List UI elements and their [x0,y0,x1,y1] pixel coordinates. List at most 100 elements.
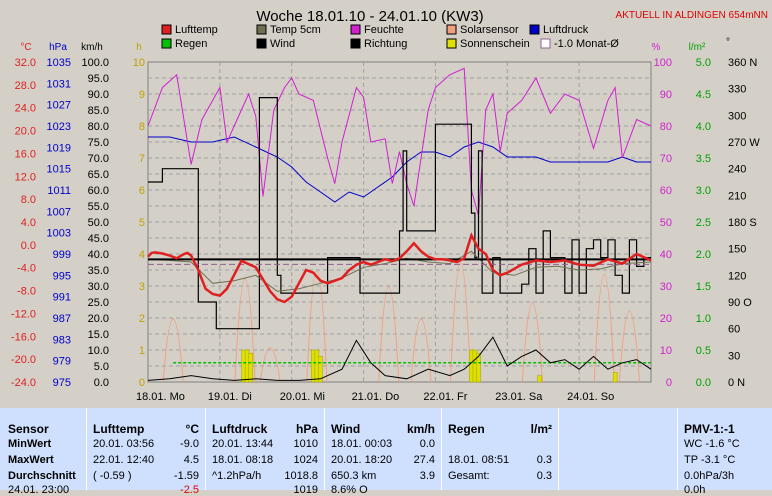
tick-label-direction: 30 [728,350,740,362]
tick-label-wind: 60.0 [88,185,109,197]
info-col-pmv: PMV-1:-1 WC -1.6 °C TP -3.1 °C 0.0hPa/3h… [678,408,772,496]
info-col-empty [559,408,677,490]
tick-label-rain: 4.5 [696,89,711,101]
unit-temp: °C [20,42,31,53]
tick-label-direction: 210 [728,190,746,202]
tick-label-humidity: 90 [660,89,672,101]
tick-label-wind: 35.0 [88,265,109,277]
luftdruck-last-val: 1019 [293,484,318,496]
tick-label-sun: 2 [139,313,145,325]
legend-label-temp5cm: Temp 5cm [270,24,321,36]
legend-label-monat_mean: -1.0 Monat-Ø [554,38,619,50]
luftdruck-min-val: 1010 [293,438,318,450]
tick-label-temp: 32.0 [15,57,36,69]
info-panel: Sensor MinWert MaxWert Durchschnitt 24.0… [0,408,772,496]
tick-label-temp: -24.0 [11,377,36,389]
tick-label-rain: 4.0 [696,121,711,133]
solarsensor-peak [306,270,328,383]
unit-rain: l/m² [689,42,706,53]
wind-min-val: 0.0 [419,438,435,450]
regen-total-label: Gesamt: [448,470,490,482]
tick-label-wind: 5.0 [94,361,109,373]
tick-label-wind: 45.0 [88,233,109,245]
tick-label-temp: -4.0 [17,263,36,275]
tick-label-temp: 16.0 [15,148,36,160]
solarsensor-peak [618,310,641,383]
luftdruck-min-time: 20.01. 13:44 [212,438,274,450]
axis-unit-labels: °C hPa km/h h% l/m² ° [20,37,730,53]
tick-label-pressure: 1031 [47,78,71,90]
tick-label-wind: 100.0 [81,57,109,69]
tick-label-wind: 70.0 [88,153,109,165]
tick-label-direction: 90 O [728,297,752,309]
tick-label-humidity: 50 [660,217,672,229]
series [147,67,652,383]
tick-label-direction: 60 [728,324,740,336]
unit-wind: km/h [81,42,103,53]
tick-label-rain: 5.0 [696,57,711,69]
tick-label-wind: 80.0 [88,121,109,133]
tick-label-rain: 1.0 [696,313,711,325]
unit-pressure: hPa [49,42,67,53]
wind-max-time: 20.01. 18:20 [331,454,393,466]
regen-header: Regen [448,422,485,436]
x-tick-label: 23.01. Sa [495,391,543,403]
wind-min-time: 18.01. 00:03 [331,438,393,450]
tick-label-direction: 330 [728,84,746,96]
tick-label-pressure: 1007 [47,206,71,218]
legend-label-feuchte: Feuchte [364,24,404,36]
tick-label-humidity: 20 [660,313,672,325]
legend-label-luftdruck: Luftdruck [543,24,589,36]
x-tick-label: 19.01. Di [208,391,252,403]
tick-label-rain: 1.5 [696,281,711,293]
tick-label-direction: 120 [728,270,746,282]
tick-label-temp: -20.0 [11,354,36,366]
tick-label-wind: 55.0 [88,201,109,213]
legend-label-regen: Regen [175,38,207,50]
legend-label-richtung: Richtung [364,38,407,50]
tick-label-temp: -12.0 [11,308,36,320]
legend-swatch-richtung [350,38,361,49]
luftdruck-line [148,136,651,203]
luftdruck-max-val: 1024 [293,454,318,466]
tick-label-humidity: 70 [660,153,672,165]
tick-label-direction: 0 N [728,377,745,389]
solarsensor-peak [234,278,256,383]
solarsensor-peak [378,286,400,383]
tick-label-pressure: 975 [53,377,71,389]
tick-label-pressure: 979 [53,356,71,368]
legend-swatch-feuchte [350,24,361,35]
tick-label-sun: 0 [139,377,145,389]
legend-swatch-luftdruck [529,24,540,35]
wind-max-val: 27.4 [413,454,435,466]
tick-label-temp: 28.0 [15,80,36,92]
tick-label-sun: 4 [139,249,145,261]
tick-label-wind: 25.0 [88,297,109,309]
tick-label-humidity: 40 [660,249,672,261]
regen-max-time: 18.01. 08:51 [448,454,510,466]
lufttemp-header: Lufttemp [93,422,145,436]
weather-chart: Woche 18.01.10 - 24.01.10 (KW3) AKTUELL … [10,8,768,403]
pmv-rate: 0.0hPa/3h [684,470,735,482]
legend-swatch-solarsensor [446,24,457,35]
tick-label-temp: 24.0 [15,103,36,115]
tick-label-pressure: 1015 [47,164,71,176]
tick-label-wind: 40.0 [88,249,109,261]
tick-label-sun: 1 [139,345,145,357]
tick-label-rain: 0.0 [696,377,711,389]
pmv-tp: TP -3.1 °C [684,454,736,466]
legend-label-lufttemp: Lufttemp [175,24,218,36]
tick-label-wind: 90.0 [88,89,109,101]
lufttemp-line [147,232,652,304]
tick-label-wind: 50.0 [88,217,109,229]
tick-label-direction: 240 [728,164,746,176]
luftdruck-header: Luftdruck [212,422,268,436]
tick-label-pressure: 1011 [47,185,71,197]
tick-label-wind: 75.0 [88,137,109,149]
tick-label-pressure: 1027 [47,100,71,112]
feuchte-line [147,67,652,216]
tick-label-direction: 300 [728,110,746,122]
x-tick-label: 18.01. Mo [136,391,185,403]
station-notice: AKTUELL IN ALDINGEN 654mNN [616,10,768,21]
pmv-header: PMV-1:-1 [684,422,735,436]
